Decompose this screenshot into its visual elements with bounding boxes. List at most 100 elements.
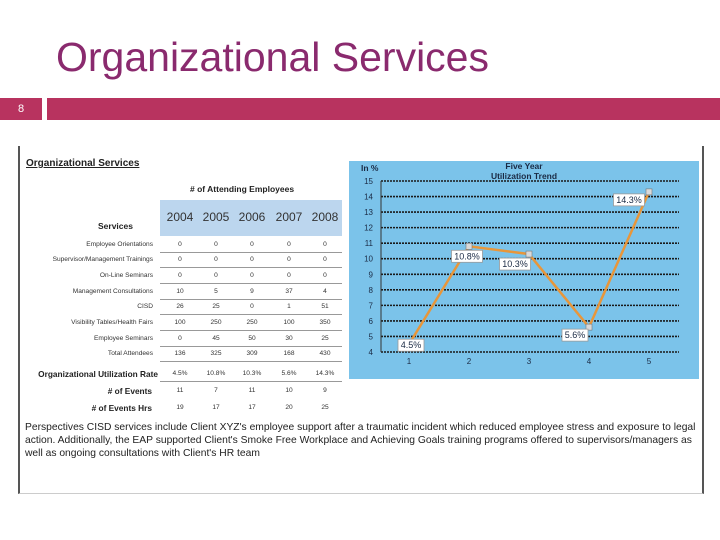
table-cell: 250 <box>246 319 258 326</box>
table-cell: 100 <box>283 319 295 326</box>
row-divider <box>160 252 342 253</box>
summary-cell: 11 <box>248 387 256 394</box>
table-cell: 0 <box>323 256 327 263</box>
data-label: 10.8% <box>454 251 480 261</box>
table-cell: 309 <box>246 350 258 357</box>
slide-number: 8 <box>0 98 42 120</box>
table-cell: 5 <box>214 288 218 295</box>
table-cell: 0 <box>250 241 254 248</box>
table-cell: 136 <box>174 350 186 357</box>
summary-cell: 5.6% <box>281 370 297 377</box>
y-tick-label: 4 <box>369 348 374 357</box>
table-cell: 26 <box>176 303 184 310</box>
y-tick-label: 11 <box>365 239 374 248</box>
summary-cell: 17 <box>248 404 256 411</box>
table-cell: 0 <box>214 241 218 248</box>
row-divider <box>160 361 342 362</box>
summary-cell: 10 <box>285 387 293 394</box>
table-cell: 45 <box>212 335 220 342</box>
row-divider <box>160 299 342 300</box>
summary-cell: 10.3% <box>242 370 262 377</box>
data-label-box <box>561 328 589 342</box>
data-label-box <box>613 193 645 207</box>
y-tick-label: 10 <box>364 255 373 264</box>
data-label: 10.3% <box>502 259 528 269</box>
table-cell: 0 <box>250 303 254 310</box>
summary-cell: 19 <box>176 404 184 411</box>
data-label-box <box>451 249 483 263</box>
service-row-label: Management Consultations <box>72 288 153 295</box>
year-header: 2007 <box>275 210 303 224</box>
summary-cell: 11 <box>176 387 184 394</box>
y-tick-label: 14 <box>364 193 373 202</box>
y-tick-label: 8 <box>369 286 374 295</box>
title-accent-bar <box>47 98 720 120</box>
summary-cell: 25 <box>321 404 329 411</box>
y-tick-label: 5 <box>369 332 374 341</box>
table-title: Organizational Services <box>26 158 140 169</box>
table-cell: 50 <box>248 335 256 342</box>
data-label-box <box>397 338 425 352</box>
y-tick-label: 9 <box>369 270 374 279</box>
table-cell: 0 <box>178 241 182 248</box>
chart-title-line-1: Five Year <box>505 161 543 171</box>
service-row-label: Employee Orientations <box>86 241 153 248</box>
table-cell: 100 <box>174 319 186 326</box>
service-row-label: On-Line Seminars <box>99 272 153 279</box>
table-cell: 0 <box>214 256 218 263</box>
service-row-label: Supervisor/Management Trainings <box>52 256 153 263</box>
table-cell: 0 <box>287 272 291 279</box>
row-divider <box>160 283 342 284</box>
services-header: Services <box>98 221 133 231</box>
row-divider <box>160 267 342 268</box>
y-tick-label: 7 <box>369 301 374 310</box>
table-cell: 4 <box>323 288 327 295</box>
summary-paragraph: Perspectives CISD services include Clien… <box>25 422 696 459</box>
chart-title-line-2: Utilization Trend <box>491 171 557 181</box>
summary-cell: 7 <box>214 387 218 394</box>
y-tick-label: 6 <box>369 317 374 326</box>
summary-cell: 9 <box>323 387 327 394</box>
year-header: 2008 <box>311 210 339 224</box>
slide-title: Organizational Services <box>56 34 489 80</box>
attending-employees-header: # of Attending Employees <box>190 184 295 194</box>
table-cell: 0 <box>250 272 254 279</box>
data-point <box>645 188 653 196</box>
summary-cell: 14.3% <box>315 370 335 377</box>
summary-cell: 4.5% <box>172 370 188 377</box>
table-cell: 10 <box>176 288 184 295</box>
service-row-label: Total Attendees <box>107 350 153 357</box>
data-label: 4.5% <box>401 340 422 350</box>
summary-row-label: Organizational Utilization Rate <box>38 369 158 379</box>
row-divider <box>160 330 342 331</box>
service-row-label: Employee Seminars <box>93 335 153 342</box>
table-cell: 0 <box>287 241 291 248</box>
y-tick-label: 15 <box>364 177 373 186</box>
x-tick-label: 5 <box>647 357 652 366</box>
x-tick-label: 1 <box>407 357 412 366</box>
table-cell: 168 <box>283 350 295 357</box>
service-row-label: Visibility Tables/Health Fairs <box>71 319 153 326</box>
summary-row-label: # of Events Hrs <box>91 403 152 413</box>
year-header-band <box>160 200 342 236</box>
table-cell: 9 <box>250 288 254 295</box>
table-cell: 0 <box>287 256 291 263</box>
table-cell: 250 <box>210 319 222 326</box>
data-point <box>525 250 533 258</box>
summary-cell: 17 <box>212 404 220 411</box>
table-cell: 325 <box>210 350 222 357</box>
table-cell: 350 <box>319 319 331 326</box>
table-cell: 1 <box>287 303 291 310</box>
table-cell: 30 <box>285 335 293 342</box>
table-cell: 0 <box>323 272 327 279</box>
summary-cell: 10.8% <box>206 370 226 377</box>
table-cell: 0 <box>214 272 218 279</box>
table-cell: 37 <box>285 288 293 295</box>
data-label: 5.6% <box>565 330 586 340</box>
x-tick-label: 2 <box>467 357 472 366</box>
service-row-label: CISD <box>137 303 153 310</box>
table-cell: 0 <box>178 335 182 342</box>
y-axis-label: In % <box>361 163 379 173</box>
y-tick-label: 12 <box>364 224 373 233</box>
